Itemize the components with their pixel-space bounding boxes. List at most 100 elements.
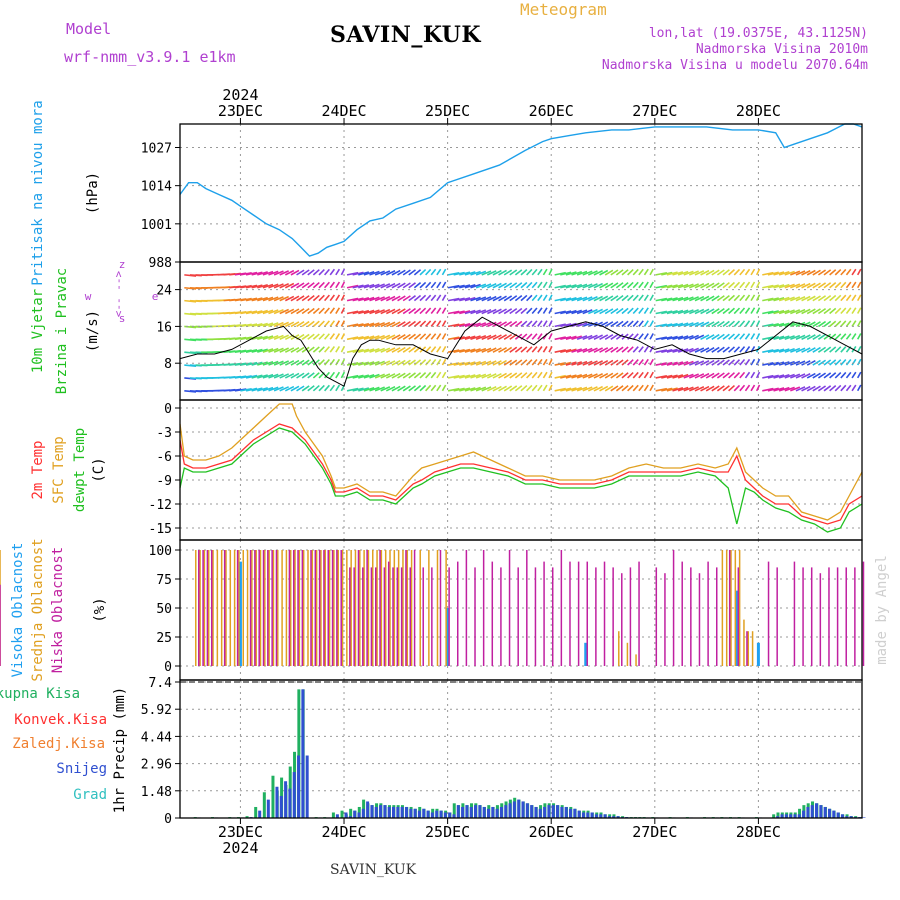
wind-barb: [363, 309, 375, 315]
wind-barb: [571, 309, 582, 315]
wind-barb: [240, 310, 252, 315]
wind-barb: [773, 348, 785, 353]
wind-barb: [346, 374, 359, 379]
wind-barb: [323, 294, 330, 302]
wind-barb: [705, 269, 715, 276]
precip-snow-bar: [335, 814, 339, 818]
wind-barb: [430, 294, 437, 302]
wind-barb: [358, 309, 370, 315]
wind-barb: [762, 361, 774, 366]
wind-barb: [369, 270, 380, 276]
wind-barb: [733, 294, 741, 302]
wind-barb: [823, 269, 832, 276]
wind-barb: [739, 294, 746, 302]
wind-barb: [621, 320, 629, 328]
precip-snow-bar: [499, 806, 503, 818]
wind-barb: [503, 333, 513, 340]
wind-barb: [722, 385, 730, 392]
wind-barb: [643, 333, 649, 340]
wind-barb: [795, 373, 806, 379]
wind-barb: [240, 284, 252, 289]
wind-barb: [262, 361, 274, 366]
wind-barb: [548, 281, 553, 289]
wind-barb: [817, 295, 827, 302]
wind-barb: [689, 334, 699, 341]
wind-barb: [290, 269, 300, 276]
wind-barb: [845, 371, 852, 379]
meteogram-label: Meteogram: [520, 0, 607, 19]
wind-barb: [599, 295, 609, 302]
wind-barb: [755, 320, 761, 327]
precip-snow-bar: [344, 812, 348, 818]
wind-barb: [661, 310, 673, 315]
wind-barb: [632, 371, 639, 379]
precip-snow-bar: [392, 806, 396, 818]
wind-barb: [464, 309, 476, 315]
precip-snow-bar: [426, 810, 430, 818]
wind-barb: [453, 348, 465, 353]
wind-barb: [638, 281, 644, 289]
wind-barb: [632, 320, 639, 327]
wind-barb: [548, 320, 553, 327]
precip-snow-bar: [616, 816, 620, 818]
wind-barb: [257, 296, 268, 302]
wind-barb: [722, 294, 730, 302]
wind-barb: [711, 295, 720, 302]
wind-barb: [728, 384, 735, 392]
wind-barb: [582, 334, 593, 341]
wind-barb: [346, 284, 359, 289]
wind-barb: [733, 359, 741, 366]
lonlat-label: lon,lat (19.0375E, 43.1125N): [648, 26, 868, 41]
wind-barb: [514, 294, 523, 302]
wind-barb: [778, 335, 790, 341]
wind-barb: [655, 387, 668, 392]
wind-barb: [251, 271, 263, 276]
wind-barb: [526, 384, 533, 392]
wind-barb: [279, 308, 289, 315]
wind-barb: [716, 307, 725, 315]
precip-snow-bar: [456, 805, 460, 818]
wind-barb: [436, 294, 442, 302]
wind-barb: [778, 374, 790, 379]
pressure-tick-label: 988: [149, 256, 172, 271]
wind-barb: [464, 361, 476, 366]
wind-barb: [593, 321, 603, 328]
dewpoint-line: [179, 427, 863, 533]
precip-snow-bar: [275, 786, 279, 818]
wind-barb: [352, 284, 364, 289]
wind-barb: [318, 346, 325, 353]
wind-barb: [492, 372, 502, 379]
wind-barb: [801, 385, 811, 392]
wind-barb: [851, 307, 857, 314]
wind-barb: [492, 385, 502, 392]
precip-total-bar: [776, 812, 780, 818]
wind-barb: [312, 307, 320, 315]
wind-barb: [750, 371, 756, 379]
wind-barb: [425, 268, 432, 276]
wind-barb: [329, 371, 336, 379]
wind-barb: [812, 372, 821, 379]
wind-barb: [503, 372, 513, 379]
wind-barb: [492, 321, 502, 328]
wind-barb: [329, 294, 336, 302]
cloud-high-ylabel: Visoka Oblacnost: [10, 543, 26, 678]
wind-barb: [498, 282, 507, 289]
bottom-day-label: 24DEC: [321, 823, 366, 841]
wind-barb: [425, 320, 432, 327]
wind-barb: [649, 358, 654, 366]
wind-barb: [397, 308, 406, 315]
wind-barb: [554, 387, 566, 392]
wind-barb: [716, 320, 725, 328]
wind-barb: [526, 359, 533, 366]
wind-barb: [632, 268, 639, 276]
wind-barb: [716, 282, 725, 289]
precip-snow-bar: [560, 806, 564, 818]
wind-barb: [795, 386, 806, 392]
wind-barb: [615, 346, 624, 353]
wind-barb: [487, 386, 497, 392]
wind-barb: [447, 336, 460, 341]
wind-barb: [369, 335, 380, 341]
wind-barb: [565, 297, 577, 302]
wind-barb: [329, 384, 336, 392]
wind-barb: [284, 308, 295, 315]
